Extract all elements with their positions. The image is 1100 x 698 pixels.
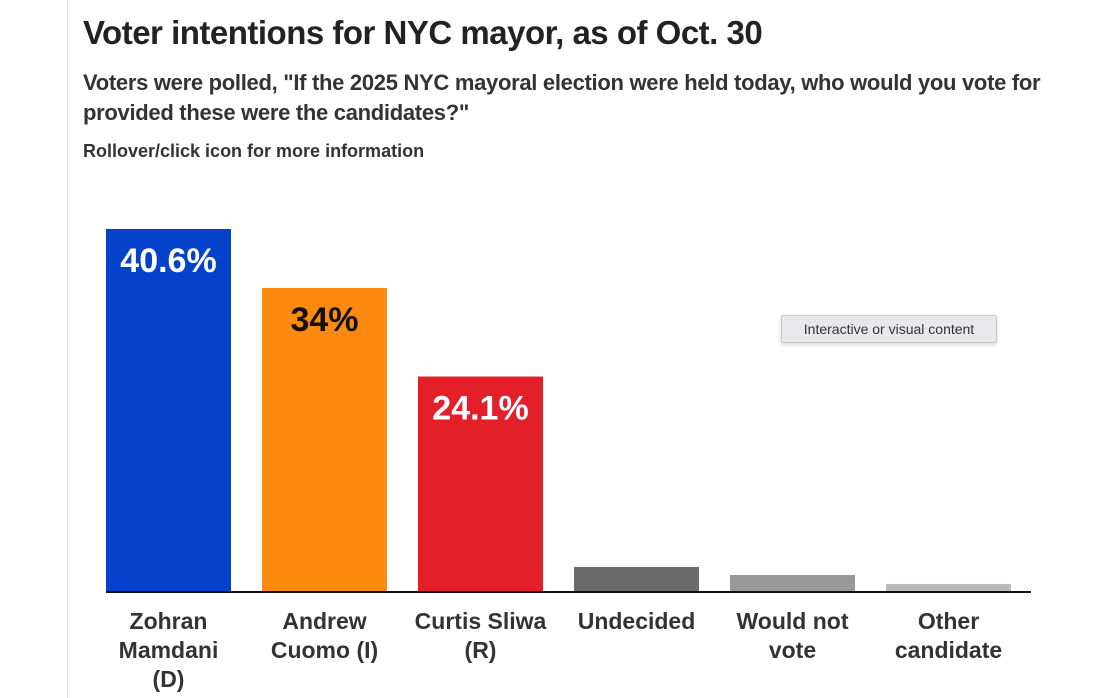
bar-5 [886,583,1011,592]
bar-3 [574,566,699,592]
chart-note: Rollover/click icon for more information [83,141,425,161]
category-label-1: Andrew [282,608,366,634]
category-label-2: (R) [465,637,497,663]
chart-subtitle: Voters were polled, "If the 2025 NYC may… [83,70,1041,125]
chart-title: Voter intentions for NYC mayor, as of Oc… [83,14,763,51]
page-border [67,0,68,698]
bar-0 [106,229,231,592]
category-label-4: vote [769,637,816,663]
bar-2 [418,376,543,592]
data-label-1: 34% [290,301,358,339]
data-label-0: 40.6% [120,242,216,280]
category-label-0: Mamdani [119,637,219,663]
category-label-4: Would not [737,608,849,634]
bar-4 [730,575,855,592]
category-label-0: (D) [153,666,185,692]
tooltip: Interactive or visual content [781,315,997,343]
category-label-0: Zohran [130,608,208,634]
category-label-5: Other [918,608,979,634]
bar-1 [262,288,387,592]
category-label-2: Curtis Sliwa [415,608,547,634]
category-label-5: candidate [895,637,1002,663]
category-label-3: Undecided [578,608,696,634]
category-label-1: Cuomo (I) [271,637,378,663]
data-label-2: 24.1% [432,390,528,428]
